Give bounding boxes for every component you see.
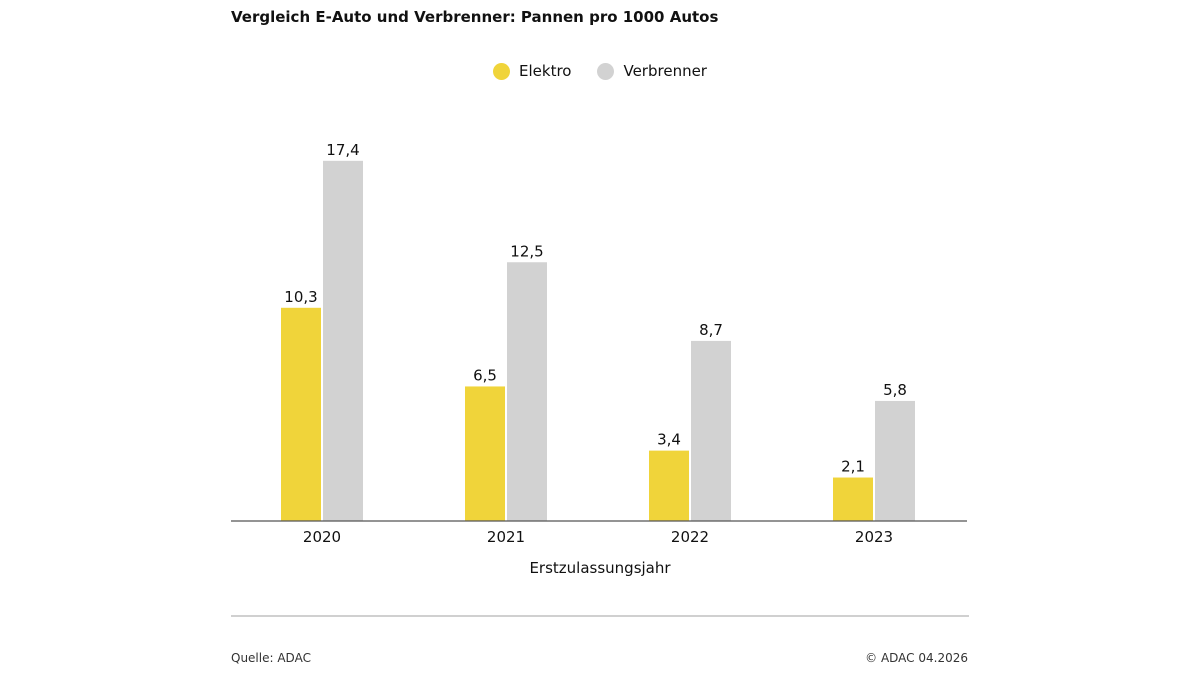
data-label-verbrenner-2023: 5,8 [883,381,907,399]
bar-verbrenner-2023 [875,400,915,521]
data-label-elektro-2023: 2,1 [841,458,865,476]
data-label-verbrenner-2021: 12,5 [510,242,543,260]
bar-elektro-2021 [465,386,505,521]
data-label-elektro-2022: 3,4 [657,431,681,449]
x-tick-label-2023: 2023 [855,528,893,546]
bar-verbrenner-2022 [691,340,731,521]
legend-label-elektro: Elektro [519,62,572,80]
bar-elektro-2022 [649,450,689,521]
data-label-verbrenner-2022: 8,7 [699,321,723,339]
legend-label-verbrenner: Verbrenner [623,62,707,80]
legend-swatch-elektro [493,62,511,80]
copyright-note: © ADAC 04.2026 [865,651,968,665]
data-label-elektro-2021: 6,5 [473,366,497,384]
legend: Elektro Verbrenner [0,62,1200,80]
bar-verbrenner-2021 [507,262,547,521]
bar-elektro-2020 [281,307,321,521]
legend-swatch-verbrenner [597,62,615,80]
data-label-verbrenner-2020: 17,4 [326,141,359,159]
bar-elektro-2023 [833,477,873,521]
data-label-elektro-2020: 10,3 [284,288,317,306]
x-axis-title: Erstzulassungsjahr [529,559,671,577]
x-tick-label-2021: 2021 [487,528,525,546]
footer-divider [231,615,969,617]
chart-title: Vergleich E-Auto und Verbrenner: Pannen … [231,8,719,26]
legend-item-verbrenner: Verbrenner [597,62,707,80]
x-tick-label-2022: 2022 [671,528,709,546]
x-tick-label-2020: 2020 [303,528,341,546]
legend-item-elektro: Elektro [493,62,571,80]
source-note: Quelle: ADAC [231,651,311,665]
bar-verbrenner-2020 [323,160,363,521]
